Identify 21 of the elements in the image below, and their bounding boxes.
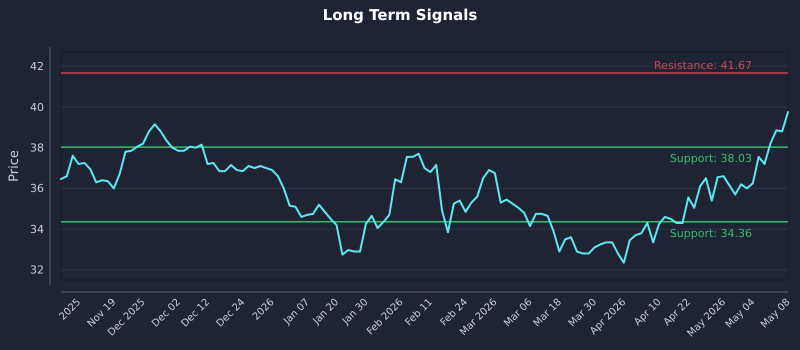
x-tick-label: Dec 12 xyxy=(179,296,212,330)
x-tick-label: Apr 22 xyxy=(662,296,693,328)
ref-line-label: Support: 38.03 xyxy=(670,152,752,166)
y-tick-label: 36 xyxy=(30,182,44,196)
ref-line-label: Support: 34.36 xyxy=(670,226,752,240)
y-tick-label: 40 xyxy=(30,100,44,114)
line-series xyxy=(60,111,789,264)
y-tick-label: 34 xyxy=(30,222,44,236)
x-tick-label: Jan 07 xyxy=(281,296,312,328)
y-tick-label: 38 xyxy=(30,142,44,155)
y-tick-label: 32 xyxy=(30,264,44,277)
y-axis-title: Price xyxy=(7,150,22,182)
x-tick-label: Apr 10 xyxy=(632,296,664,328)
x-tick-label: Mar 18 xyxy=(532,296,564,330)
y-tick-label: 42 xyxy=(30,60,44,74)
x-tick-label: Dec 24 xyxy=(214,296,248,330)
chart-title: Long Term Signals xyxy=(322,6,478,24)
x-tick-label: Feb 11 xyxy=(403,296,435,328)
x-tick-label: Jan 30 xyxy=(340,296,370,328)
ref-line-label: Resistance: 41.67 xyxy=(654,58,752,72)
x-tick-label: Jan 20 xyxy=(310,296,342,328)
